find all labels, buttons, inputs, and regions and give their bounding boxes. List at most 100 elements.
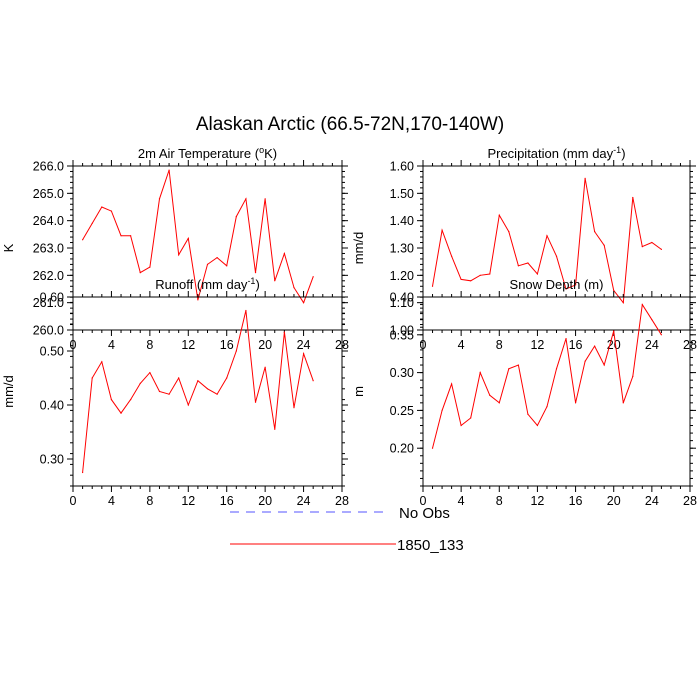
series-line-1850-133 (82, 310, 314, 473)
data-point (479, 274, 481, 276)
y-tick-label: 263.0 (33, 242, 64, 256)
data-point (498, 214, 500, 216)
data-point (130, 235, 132, 237)
panel-title: Precipitation (mm day-1) (487, 145, 625, 161)
y-tick-label: 0.50 (40, 345, 64, 359)
legend-label-1850-133: 1850_133 (397, 537, 464, 554)
data-point (187, 404, 189, 406)
y-tick-label: 1.10 (390, 296, 414, 310)
x-tick-label: 20 (258, 338, 272, 352)
data-point (489, 394, 491, 396)
plot-frame (72, 296, 343, 487)
data-point (632, 196, 634, 199)
data-point (264, 198, 266, 200)
panel-title-suffix: ) (621, 146, 625, 161)
data-point (82, 239, 84, 241)
data-point (660, 334, 662, 336)
data-point (302, 353, 305, 355)
x-tick-label: 8 (496, 494, 503, 508)
y-tick-label: 0.25 (390, 404, 414, 418)
x-tick-label: 12 (181, 494, 195, 508)
panel-1: 2m Air Temperature (oK)0 4 8 12 16 20 24 28260.… (1, 145, 349, 352)
data-point (594, 231, 596, 233)
data-point (274, 280, 276, 282)
panel-title: Snow Depth (m) (510, 277, 604, 292)
data-point (158, 198, 161, 200)
y-tick-label: 1.60 (390, 160, 414, 174)
data-point (431, 285, 434, 287)
data-point (498, 402, 500, 404)
x-tick-label: 16 (220, 338, 234, 352)
legend-label-no-obs: No Obs (399, 505, 450, 522)
data-point (226, 265, 228, 267)
data-point (660, 248, 662, 250)
data-point (197, 299, 199, 301)
data-point (470, 417, 472, 419)
y-axis-label: mm/d (1, 375, 16, 408)
data-point (187, 237, 189, 240)
data-point (168, 393, 170, 395)
data-point (283, 331, 285, 333)
panel-title-text: Precipitation (mm day (487, 146, 613, 161)
panel-4: Snow Depth (m) 0 4 8 12 16 20 24 28 0.20 0.25 0.30 0… (351, 277, 697, 508)
data-point (235, 215, 237, 218)
panel-title-superscript: o (259, 145, 264, 155)
data-point (312, 276, 314, 278)
legend-entry-1850-133: 1850_133 (230, 537, 464, 554)
data-point (527, 413, 529, 415)
data-point (441, 409, 443, 411)
data-point (565, 337, 567, 340)
x-tick-label: 16 (569, 338, 583, 352)
y-tick-label: 0.35 (390, 328, 414, 342)
y-axis-label: K (1, 243, 16, 252)
x-tick-label: 8 (146, 338, 153, 352)
data-point (91, 377, 93, 379)
data-point (245, 198, 247, 200)
data-point (206, 263, 209, 265)
x-tick-label: 4 (108, 494, 115, 508)
data-point (565, 288, 567, 290)
panel-title-text: Snow Depth (m) (510, 277, 604, 292)
y-tick-label: 266.0 (33, 160, 64, 174)
x-tick-label: 4 (458, 338, 465, 352)
data-point (254, 272, 257, 274)
data-point (441, 229, 443, 231)
figure-title: Alaskan Arctic (66.5-72N,170-140W) (196, 114, 504, 135)
y-tick-label: 0.40 (390, 291, 414, 305)
data-point (622, 302, 624, 304)
data-point (149, 372, 151, 374)
y-tick-label: 262.0 (33, 269, 64, 283)
data-point (508, 368, 510, 370)
panel-2: Precipitation (mm day-1)0 4 8 12 16 20 24 281.0… (351, 145, 697, 352)
data-point (235, 350, 237, 352)
panel-title-text: 2m Air Temperature ( (138, 146, 260, 161)
data-point (594, 345, 596, 347)
data-point (312, 380, 314, 382)
y-tick-label: 0.20 (390, 442, 414, 456)
y-tick-label: 1.40 (390, 214, 414, 228)
y-tick-label: 0.30 (390, 366, 414, 380)
data-point (651, 241, 653, 244)
y-axis-label: mm/d (351, 232, 366, 265)
data-point (130, 399, 132, 401)
data-point (82, 471, 84, 474)
x-tick-label: 20 (607, 494, 621, 508)
data-point (651, 319, 653, 321)
y-tick-label: 1.30 (390, 242, 414, 256)
data-point (302, 302, 305, 304)
data-point (555, 368, 558, 370)
x-tick-label: 12 (530, 338, 544, 352)
data-point (517, 265, 519, 267)
x-tick-label: 20 (258, 494, 272, 508)
y-tick-label: 260.0 (33, 324, 64, 338)
legend-entry-no-obs: No Obs (230, 505, 450, 522)
data-point (283, 252, 285, 255)
data-point (139, 382, 141, 384)
data-point (168, 169, 170, 171)
data-point (216, 256, 218, 259)
data-point (613, 289, 615, 291)
x-tick-label: 12 (530, 494, 544, 508)
data-point (603, 364, 605, 366)
panel-title: 2m Air Temperature (oK) (138, 145, 277, 161)
